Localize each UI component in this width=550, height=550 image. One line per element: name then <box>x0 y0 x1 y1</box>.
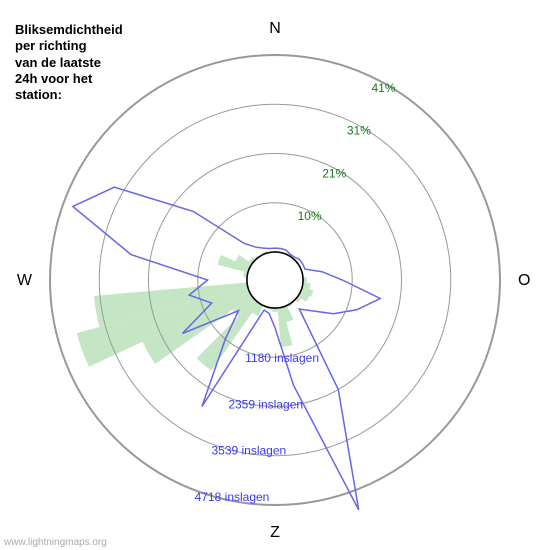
strike-label: 4718 inslagen <box>195 490 270 504</box>
cardinal-label: O <box>518 272 530 289</box>
cardinal-label: N <box>269 20 281 37</box>
strike-label: 2359 inslagen <box>228 397 303 411</box>
cardinal-label: W <box>17 272 33 289</box>
chart-title: Bliksemdichtheid per richting van de laa… <box>15 22 123 103</box>
pct-label: 21% <box>322 166 346 180</box>
cardinal-label: Z <box>270 524 280 541</box>
pct-label: 41% <box>371 81 395 95</box>
chart-container: 10% 21% 31% 41% 1180 inslagen 2359 inslagen 35… <box>0 0 550 550</box>
center-circle-top <box>247 252 303 308</box>
pct-label: 10% <box>298 209 322 223</box>
pct-label: 31% <box>347 124 371 138</box>
footer-credit: www.lightningmaps.org <box>4 537 107 548</box>
strike-label: 3539 inslagen <box>211 444 286 458</box>
strike-label: 1180 inslagen <box>245 351 319 365</box>
